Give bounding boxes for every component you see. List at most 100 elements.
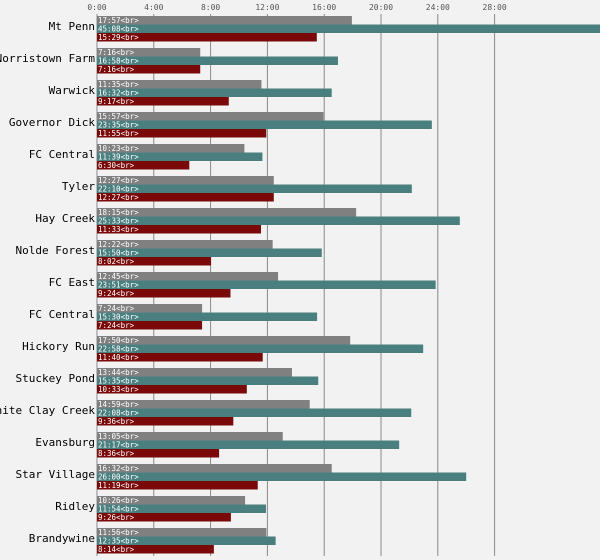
bar-value-label: 23:35<br> <box>98 121 139 130</box>
bar <box>97 344 424 353</box>
bar <box>97 112 324 121</box>
bar <box>97 65 201 74</box>
bar-value-label: 45:08<br> <box>98 25 139 34</box>
category-label: Tyler <box>62 180 95 193</box>
bar <box>97 312 318 321</box>
bar-value-label: 8:02<br> <box>98 257 135 266</box>
bar-value-label: 21:17<br> <box>98 441 139 450</box>
bar-value-label: 8:36<br> <box>98 449 135 458</box>
bar-value-label: 11:56<br> <box>98 528 139 537</box>
bar <box>97 440 400 449</box>
category-label: Stuckey Pond <box>16 372 95 385</box>
category-label: Brandywine <box>29 532 95 545</box>
bar <box>97 240 273 249</box>
bar <box>97 225 262 234</box>
bar <box>97 528 267 537</box>
bar-value-label: 13:44<br> <box>98 368 139 377</box>
bar-value-label: 15:57<br> <box>98 112 139 121</box>
bar <box>97 97 229 106</box>
bar <box>97 184 412 193</box>
category-label: FC Central <box>29 148 95 161</box>
category-label: Hay Creek <box>35 212 95 225</box>
bar-value-label: 9:36<br> <box>98 417 135 426</box>
bar <box>97 80 262 89</box>
bar-value-label: 12:22<br> <box>98 240 139 249</box>
bar <box>97 129 267 138</box>
bar <box>97 24 600 33</box>
bar-value-label: 11:19<br> <box>98 481 139 490</box>
category-label: Norristown Farm <box>0 52 95 65</box>
bar-value-label: 11:33<br> <box>98 225 139 234</box>
bar <box>97 321 203 330</box>
category-label: FC Central <box>29 308 95 321</box>
category-label: Ridley <box>55 500 95 513</box>
bar <box>97 496 246 505</box>
category-label: White Clay Creek <box>0 404 95 417</box>
x-tick-label: 16:00 <box>312 3 336 12</box>
bar-value-label: 11:39<br> <box>98 153 139 162</box>
bar-value-label: 9:17<br> <box>98 97 135 106</box>
bar <box>97 289 231 298</box>
bar <box>97 88 332 97</box>
bar-value-label: 16:58<br> <box>98 57 139 66</box>
bar-value-label: 12:45<br> <box>98 272 139 281</box>
bar-value-label: 22:58<br> <box>98 345 139 354</box>
bar <box>97 16 352 25</box>
bar-value-label: 14:59<br> <box>98 400 139 409</box>
bar <box>97 545 214 554</box>
bars: 17:57<br>45:08<br>15:29<br> 7:16<br>16:58… <box>97 16 600 554</box>
bar-value-label: 13:05<br> <box>98 432 139 441</box>
bar-value-label: 11:55<br> <box>98 129 139 138</box>
bar-value-label: 11:40<br> <box>98 353 139 362</box>
bar-value-label: 11:35<br> <box>98 80 139 89</box>
bar <box>97 336 351 345</box>
bar <box>97 376 319 385</box>
bar-value-label: 23:51<br> <box>98 281 139 290</box>
bar <box>97 120 432 129</box>
bar <box>97 408 412 417</box>
category-label: Nolde Forest <box>16 244 95 257</box>
bar <box>97 280 436 289</box>
bar-value-label: 15:50<br> <box>98 249 139 258</box>
bar-value-label: 26:00<br> <box>98 473 139 482</box>
bar <box>97 216 460 225</box>
bar <box>97 248 322 257</box>
bar <box>97 272 279 281</box>
bar-value-label: 7:24<br> <box>98 321 135 330</box>
bar <box>97 513 231 522</box>
x-axis-ticks: 0:00 4:00 8:00 12:00 16:00 20:00 24:00 28:00 <box>87 3 506 12</box>
category-label: Governor Dick <box>9 116 95 129</box>
x-tick-label: 28:00 <box>483 3 507 12</box>
category-label: Star Village <box>16 468 95 481</box>
bar <box>97 400 310 409</box>
bar <box>97 449 220 458</box>
bar-value-label: 10:23<br> <box>98 144 139 153</box>
bar <box>97 504 266 513</box>
bar-value-label: 8:14<br> <box>98 545 135 554</box>
bar <box>97 208 357 217</box>
bar <box>97 432 283 441</box>
bar <box>97 472 467 481</box>
category-label: Warwick <box>49 84 96 97</box>
bar <box>97 257 212 266</box>
bar-value-label: 22:10<br> <box>98 185 139 194</box>
bar <box>97 536 276 545</box>
bar <box>97 144 245 153</box>
bar <box>97 56 338 65</box>
bar-value-label: 12:35<br> <box>98 537 139 546</box>
bar <box>97 193 274 202</box>
bar-value-label: 25:33<br> <box>98 217 139 226</box>
bar <box>97 368 292 377</box>
bar <box>97 304 203 313</box>
bar <box>97 48 201 57</box>
bar-value-label: 7:16<br> <box>98 48 135 57</box>
bar-value-label: 17:57<br> <box>98 16 139 25</box>
x-tick-label: 4:00 <box>144 3 163 12</box>
bar-value-label: 18:15<br> <box>98 208 139 217</box>
bar-value-label: 10:26<br> <box>98 496 139 505</box>
bar-value-label: 6:30<br> <box>98 161 135 170</box>
bar-value-label: 12:27<br> <box>98 193 139 202</box>
x-tick-label: 12:00 <box>255 3 279 12</box>
bar-value-label: 10:33<br> <box>98 385 139 394</box>
